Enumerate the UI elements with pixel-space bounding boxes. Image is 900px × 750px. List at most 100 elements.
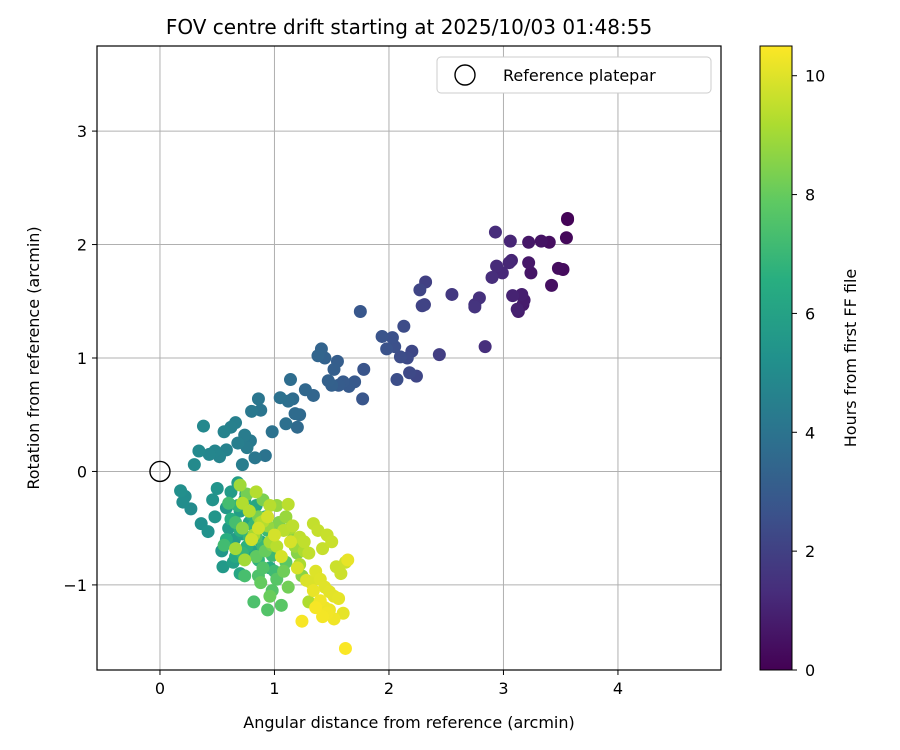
scatter-point bbox=[390, 373, 404, 387]
scatter-point bbox=[357, 362, 371, 376]
scatter-point bbox=[478, 340, 492, 354]
legend-marker-icon bbox=[454, 64, 476, 86]
scatter-point bbox=[247, 595, 261, 609]
scatter-point bbox=[290, 420, 304, 434]
scatter-point bbox=[545, 278, 559, 292]
scatter-point bbox=[283, 373, 297, 387]
scatter-point bbox=[256, 561, 270, 575]
scatter-point bbox=[281, 497, 295, 511]
scatter-point bbox=[258, 449, 272, 463]
scatter-point bbox=[298, 383, 312, 397]
x-tick-label: 0 bbox=[155, 679, 165, 698]
y-tick-label: 0 bbox=[77, 462, 87, 481]
colorbar-tick-label: 8 bbox=[805, 186, 815, 205]
colorbar-label: Hours from first FF file bbox=[841, 269, 860, 448]
scatter-point bbox=[210, 481, 224, 495]
y-tick-label: 1 bbox=[77, 349, 87, 368]
scatter-point bbox=[283, 535, 297, 549]
y-axis-label: Rotation from reference (arcmin) bbox=[24, 226, 43, 489]
chart-title: FOV centre drift starting at 2025/10/03 … bbox=[166, 15, 652, 39]
scatter-point bbox=[561, 213, 575, 227]
x-tick-label: 3 bbox=[498, 679, 508, 698]
scatter-point bbox=[316, 610, 330, 624]
scatter-point bbox=[534, 234, 548, 248]
scatter-point bbox=[229, 542, 243, 556]
scatter-point bbox=[274, 550, 288, 564]
reference-marker-group bbox=[149, 460, 171, 483]
scatter-point bbox=[261, 603, 275, 617]
scatter-point bbox=[265, 425, 279, 439]
scatter-point bbox=[385, 331, 399, 345]
scatter-point bbox=[248, 451, 262, 465]
scatter-point bbox=[245, 404, 259, 418]
scatter-point bbox=[281, 580, 295, 594]
reference-platepar-marker bbox=[149, 460, 171, 483]
scatter-points bbox=[174, 211, 575, 655]
scatter-point bbox=[279, 510, 293, 524]
scatter-point bbox=[327, 362, 341, 376]
y-tick-label: −1 bbox=[63, 576, 87, 595]
colorbar-tick-label: 6 bbox=[805, 304, 815, 323]
scatter-point bbox=[242, 504, 256, 518]
scatter-point bbox=[325, 535, 339, 549]
scatter-point bbox=[380, 342, 394, 356]
scatter-point bbox=[254, 576, 268, 590]
scatter-point bbox=[290, 561, 304, 575]
scatter-point bbox=[245, 533, 259, 547]
scatter-point bbox=[341, 553, 355, 567]
scatter-point bbox=[375, 329, 389, 343]
scatter-point bbox=[267, 528, 281, 542]
scatter-point bbox=[263, 589, 277, 603]
scatter-point bbox=[432, 348, 446, 362]
scatter-point bbox=[356, 392, 370, 406]
scatter-point bbox=[217, 425, 231, 439]
scatter-point bbox=[334, 567, 348, 581]
scatter-point bbox=[286, 519, 300, 533]
scatter-point bbox=[393, 350, 407, 364]
scatter-point bbox=[235, 458, 249, 472]
x-tick-label: 2 bbox=[384, 679, 394, 698]
scatter-point bbox=[506, 289, 520, 303]
scatter-point bbox=[273, 391, 287, 405]
scatter-point bbox=[559, 231, 573, 245]
y-tick-label: 3 bbox=[77, 122, 87, 141]
scatter-point bbox=[277, 564, 291, 578]
scatter-point bbox=[332, 592, 346, 606]
scatter-point bbox=[201, 525, 215, 539]
scatter-point bbox=[503, 234, 517, 248]
plot-area-frame bbox=[96, 45, 722, 671]
x-axis-ticks: 0 1 2 3 4 bbox=[155, 670, 623, 698]
scatter-point bbox=[485, 270, 499, 284]
colorbar-tick-label: 10 bbox=[805, 67, 825, 86]
scatter-point bbox=[222, 496, 236, 510]
scatter-point bbox=[397, 319, 411, 333]
scatter-point bbox=[251, 521, 265, 535]
x-tick-label: 1 bbox=[269, 679, 279, 698]
scatter-point bbox=[311, 349, 325, 363]
scatter-point bbox=[224, 485, 238, 499]
scatter-point bbox=[208, 510, 222, 524]
y-tick-label: 2 bbox=[77, 236, 87, 255]
scatter-point bbox=[488, 225, 502, 239]
scatter-point bbox=[306, 584, 320, 598]
scatter-point bbox=[235, 521, 249, 535]
scatter-point bbox=[261, 510, 275, 524]
scatter-point bbox=[510, 302, 524, 316]
grid-lines bbox=[97, 46, 721, 670]
scatter-point bbox=[490, 259, 504, 273]
scatter-point bbox=[316, 542, 330, 556]
scatter-point bbox=[176, 495, 190, 509]
scatter-point bbox=[445, 287, 459, 301]
scatter-point bbox=[238, 553, 252, 567]
scatter-point bbox=[270, 539, 284, 553]
scatter-point bbox=[524, 266, 538, 280]
colorbar-tick-label: 2 bbox=[805, 542, 815, 561]
scatter-point bbox=[233, 478, 247, 492]
scatter-point bbox=[415, 299, 429, 313]
scatter-point bbox=[338, 641, 352, 655]
scatter-point bbox=[302, 546, 316, 560]
scatter-point bbox=[522, 235, 536, 249]
legend: Reference platepar bbox=[436, 56, 712, 94]
scatter-point bbox=[288, 407, 302, 421]
colorbar-tick-label: 4 bbox=[805, 423, 815, 442]
